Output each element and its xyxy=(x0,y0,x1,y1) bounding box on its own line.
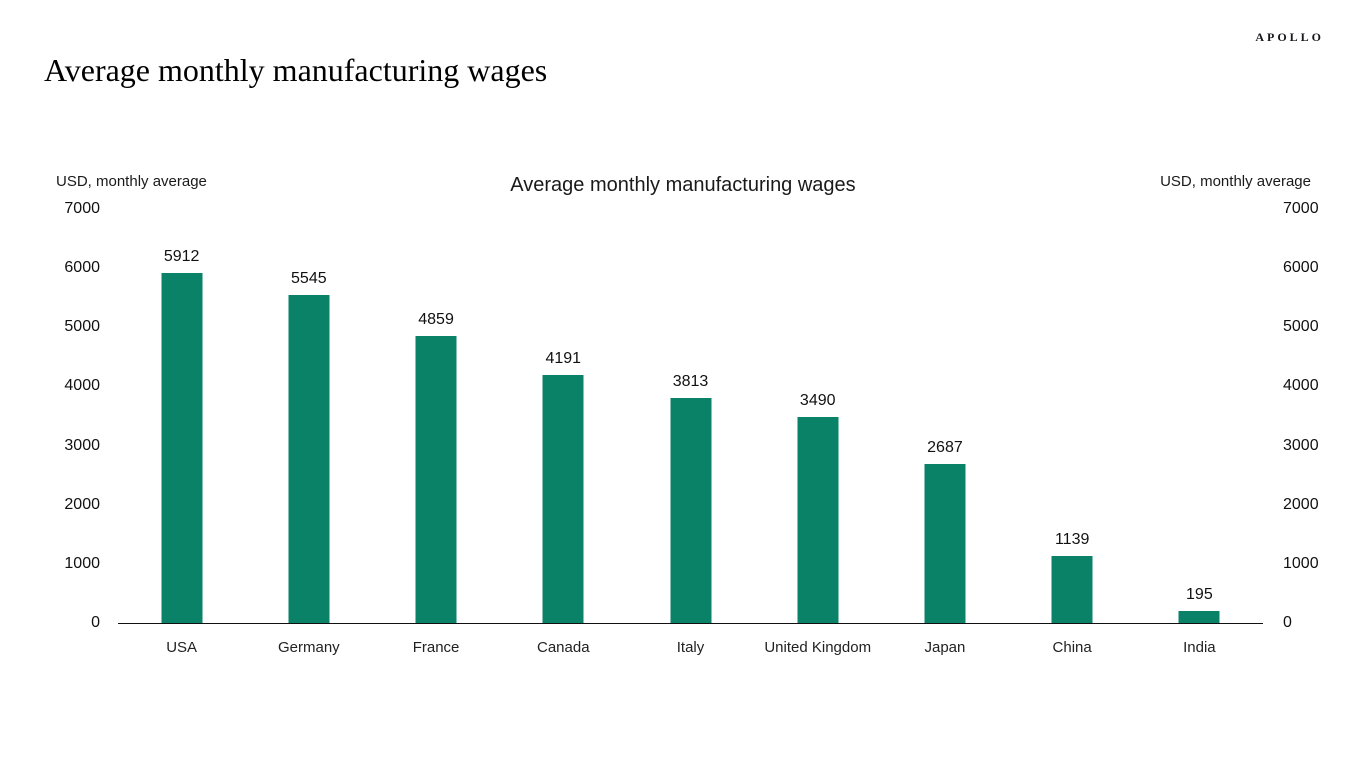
bar xyxy=(670,397,711,623)
bar xyxy=(288,295,330,623)
y-tick-label: 6000 xyxy=(64,259,100,277)
plot-area: 5912 USA 5545 Germany 4859 France 4191 Canada 38… xyxy=(118,209,1263,656)
y-tick-label: 2000 xyxy=(64,495,100,513)
bar-value-label: 3813 xyxy=(672,372,709,390)
bar xyxy=(797,416,839,623)
apollo-logo: APOLLO xyxy=(1255,30,1324,44)
category-label: USA xyxy=(166,639,198,656)
category-label: China xyxy=(1052,639,1092,656)
page-title: Average monthly manufacturing wages xyxy=(44,52,548,88)
y-tick-label: 7000 xyxy=(1283,200,1319,217)
y-axis-left: 0 1000 2000 3000 4000 5000 6000 7000 xyxy=(0,200,100,631)
category-label: Japan xyxy=(924,639,966,656)
y-tick-label: 5000 xyxy=(64,318,100,336)
y-tick-label: 5000 xyxy=(1283,318,1319,336)
category-label: Canada xyxy=(536,639,590,656)
category-label: India xyxy=(1183,639,1216,656)
bar xyxy=(1178,611,1220,623)
bar-value-label: 4191 xyxy=(545,350,582,368)
y-tick-label: 2000 xyxy=(1283,495,1319,513)
y-tick-label: 0 xyxy=(91,614,100,631)
bar xyxy=(1051,555,1093,623)
category-label: Germany xyxy=(277,639,340,656)
bar-value-label: 5545 xyxy=(291,270,327,288)
category-label: United Kingdom xyxy=(764,639,872,656)
y-tick-label: 7000 xyxy=(64,200,100,217)
y-tick-label: 1000 xyxy=(1283,554,1319,572)
bar-value-label: 1139 xyxy=(1054,530,1090,548)
bar xyxy=(161,273,203,623)
bar-value-label: 5912 xyxy=(163,248,200,266)
bar-value-label: 4859 xyxy=(418,310,454,328)
y-tick-label: 6000 xyxy=(1283,259,1319,277)
right-axis-caption: USD, monthly average xyxy=(1160,173,1311,190)
y-tick-label: 3000 xyxy=(1283,436,1319,454)
x-axis-line xyxy=(118,622,1263,624)
bar-value-label: 195 xyxy=(1186,586,1213,604)
bar-value-label: 3490 xyxy=(799,391,836,409)
bar xyxy=(924,464,966,623)
bar-value-label: 2687 xyxy=(927,439,963,457)
left-axis-caption: USD, monthly average xyxy=(56,173,207,190)
y-tick-label: 4000 xyxy=(64,377,100,395)
category-label: France xyxy=(412,639,460,656)
y-tick-label: 1000 xyxy=(64,554,100,572)
y-tick-label: 3000 xyxy=(64,436,100,454)
category-label: Italy xyxy=(676,639,705,656)
y-tick-label: 0 xyxy=(1283,614,1292,631)
bar xyxy=(542,375,584,623)
chart-title: Average monthly manufacturing wages xyxy=(510,174,856,196)
y-tick-label: 4000 xyxy=(1283,377,1319,395)
y-axis-right: 0 1000 2000 3000 4000 5000 6000 7000 xyxy=(1283,200,1366,631)
bar xyxy=(415,335,457,623)
